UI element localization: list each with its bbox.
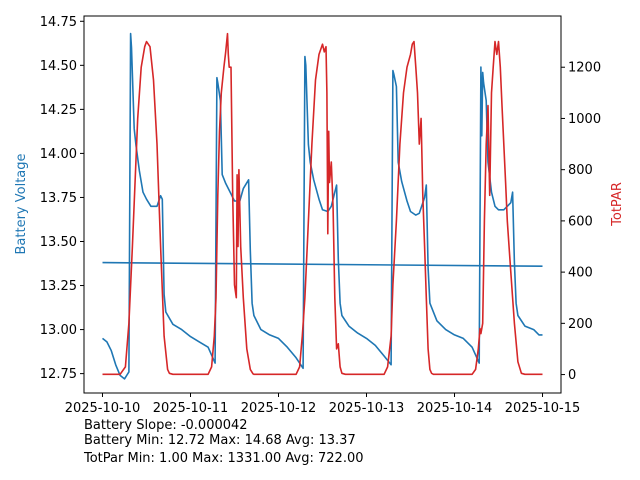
left-axis-title: Battery Voltage — [14, 153, 29, 254]
left-y-axis: 12.75 13.00 13.25 13.50 13.75 14.00 14.25 14.50… — [40, 15, 84, 382]
right-tick-label: 400 — [568, 266, 593, 281]
left-tick-label: 13.25 — [40, 279, 77, 294]
right-axis-title: TotPAR — [610, 182, 625, 227]
totpar-line — [102, 32, 543, 376]
left-tick-label: 14.00 — [40, 147, 77, 162]
stats-line: Battery Slope: -0.000042 — [84, 418, 248, 433]
plot-area — [102, 32, 543, 380]
x-tick-label: 2025-10-13 — [329, 401, 405, 416]
battery-trend-line — [102, 261, 543, 267]
stats-block: Battery Slope: -0.000042 Battery Min: 12… — [83, 418, 364, 466]
left-tick-label: 14.25 — [40, 103, 77, 118]
right-tick-label: 0 — [568, 368, 576, 383]
x-tick-label: 2025-10-11 — [153, 401, 229, 416]
x-tick-label: 2025-10-10 — [65, 401, 141, 416]
right-tick-label: 800 — [568, 163, 593, 178]
right-tick-label: 1000 — [568, 112, 601, 127]
x-tick-label: 2025-10-12 — [241, 401, 317, 416]
right-tick-label: 600 — [568, 214, 593, 229]
left-tick-label: 13.00 — [40, 323, 77, 338]
x-axis: 2025-10-10 2025-10-11 2025-10-12 2025-10-13… — [65, 393, 581, 416]
x-tick-label: 2025-10-14 — [417, 401, 493, 416]
left-tick-label: 14.75 — [40, 15, 77, 30]
stats-line: Battery Min: 12.72 Max: 14.68 Avg: 13.37 — [84, 433, 356, 448]
battery-voltage-line — [102, 32, 543, 380]
x-tick-label: 2025-10-15 — [505, 401, 581, 416]
stats-line: TotPar Min: 1.00 Max: 1331.00 Avg: 722.0… — [83, 451, 364, 466]
right-tick-label: 200 — [568, 317, 593, 332]
plot-frame — [83, 15, 562, 394]
left-tick-label: 13.75 — [40, 191, 77, 206]
right-tick-label: 1200 — [568, 61, 601, 76]
left-tick-label: 13.50 — [40, 235, 77, 250]
right-y-axis: 0 200 400 600 800 1000 1200 — [561, 61, 601, 383]
left-tick-label: 12.75 — [40, 367, 77, 382]
left-tick-label: 14.50 — [40, 59, 77, 74]
